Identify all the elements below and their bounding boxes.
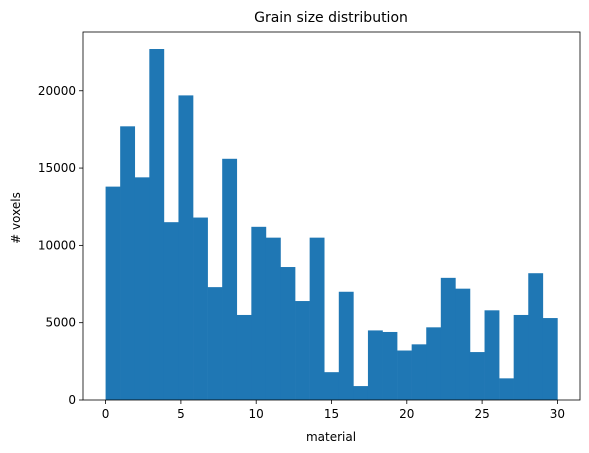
histogram-bar: [426, 327, 442, 400]
histogram-bar: [105, 186, 121, 400]
histogram-bar: [513, 314, 529, 400]
y-axis-label: # voxels: [9, 192, 23, 244]
histogram-bar: [455, 288, 471, 400]
histogram-bar: [469, 352, 485, 400]
y-tick-label: 10000: [38, 238, 76, 252]
histogram-bar: [542, 318, 558, 400]
x-tick-label: 0: [102, 407, 110, 421]
chart-title: Grain size distribution: [254, 10, 408, 26]
axes-frame: [82, 31, 581, 401]
y-tick-label: 5000: [45, 316, 76, 330]
histogram-bar: [193, 217, 208, 400]
histogram-bar: [163, 222, 179, 400]
histogram-bar: [236, 314, 252, 400]
x-axis-label: material: [306, 430, 356, 444]
histogram-bar: [440, 277, 456, 400]
histogram-bar: [295, 301, 310, 400]
histogram-bar: [178, 95, 194, 400]
y-tick-label: 20000: [38, 84, 76, 98]
histogram-bar: [499, 378, 514, 400]
histogram-bar: [484, 310, 500, 400]
y-axis: 0 5000 10000 15000 20000: [38, 84, 83, 407]
y-tick-label: 15000: [38, 161, 76, 175]
x-tick-label: 5: [177, 407, 185, 421]
histogram-bar: [382, 331, 398, 400]
x-tick-label: 25: [474, 407, 489, 421]
x-tick-label: 20: [399, 407, 414, 421]
x-axis: 0 5 10 15 20 25 30: [102, 400, 565, 421]
x-tick-label: 30: [550, 407, 565, 421]
histogram-bar: [324, 372, 340, 400]
histogram-bar: [367, 330, 383, 400]
y-tick-label: 0: [68, 393, 76, 407]
histogram-bar: [120, 126, 136, 400]
histogram-bar: [309, 237, 325, 400]
histogram-bar: [338, 291, 354, 400]
histogram-bar: [528, 273, 544, 400]
histogram-bar: [207, 287, 223, 400]
histogram-bar: [222, 158, 238, 400]
x-tick-label: 10: [249, 407, 264, 421]
x-tick-label: 15: [324, 407, 339, 421]
histogram-bar: [134, 177, 150, 400]
bars-group: [105, 49, 558, 400]
histogram-bar: [149, 49, 165, 400]
histogram-bar: [397, 350, 412, 400]
histogram-bar: [411, 344, 427, 400]
histogram-bar: [265, 237, 281, 400]
histogram-bar: [251, 226, 267, 400]
histogram-bar: [280, 267, 296, 400]
histogram-bar: [353, 386, 369, 400]
